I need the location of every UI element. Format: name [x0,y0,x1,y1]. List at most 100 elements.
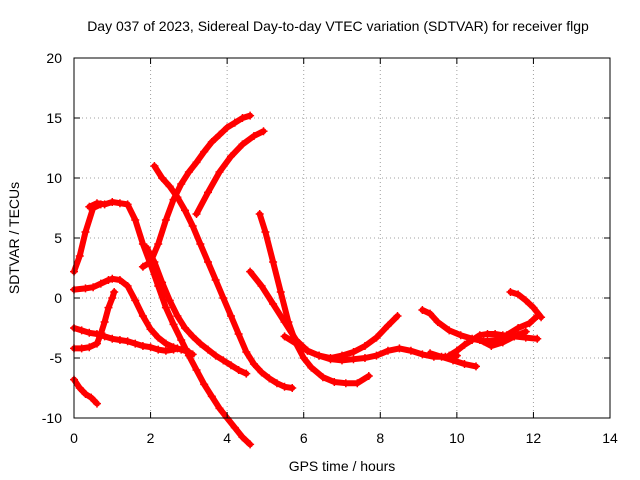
data-point [487,342,496,350]
series-track-7 [138,111,255,271]
data-point [161,339,170,348]
series-track-8 [150,162,297,392]
data-point [81,284,90,293]
data-point [234,366,243,374]
series-track-12 [246,267,402,362]
data-point [196,339,205,348]
data-point [288,384,297,392]
data-point [204,345,212,354]
data-point [215,168,224,176]
data-point [108,294,117,302]
data-point [299,354,308,362]
data-point [177,336,186,344]
data-point [100,318,109,326]
data-point [249,360,258,368]
data-point [92,399,101,408]
data-point [533,334,542,343]
data-point [131,339,140,348]
data-point [418,350,427,359]
x-tick-label: 4 [223,430,231,446]
data-point [280,318,289,326]
data-point [238,433,247,442]
data-point [269,300,278,308]
data-point [364,372,373,380]
data-point [483,330,492,338]
data-point [445,326,454,335]
data-point [158,278,167,287]
x-tick-label: 8 [376,430,384,446]
data-point [123,282,132,290]
data-point [514,290,523,299]
data-point [303,346,312,355]
data-point [383,321,392,330]
data-point [154,345,163,354]
x-tick-label: 10 [449,430,465,446]
data-point [158,174,167,182]
data-point [406,346,415,355]
series-track-5 [70,324,182,355]
data-point [173,312,182,320]
y-tick-label: 20 [46,50,62,66]
data-point [269,258,278,266]
data-point [77,344,86,353]
data-point [472,362,480,371]
data-point [165,182,174,191]
series-track-1 [70,375,101,408]
data-point [230,423,239,432]
data-point [475,336,484,344]
data-point [173,344,182,353]
data-point [89,283,98,292]
data-point [242,348,251,356]
data-point [131,216,140,224]
data-point [506,288,515,296]
data-point [249,132,258,140]
data-point [341,379,350,388]
data-point [123,200,132,209]
data-point [138,240,147,248]
data-point [204,258,212,266]
series-line [507,289,545,321]
y-tick-label: 10 [46,170,62,186]
data-point [169,345,178,354]
series-track-18 [506,288,546,322]
data-point [315,351,324,360]
data-point [349,348,358,356]
data-point [383,346,392,355]
x-tick-label: 12 [526,430,542,446]
data-point [426,349,435,358]
data-point [393,312,402,320]
data-point [154,240,163,248]
data-point [219,294,228,302]
data-point [491,330,500,338]
y-tick-labels: -10 -5 0 5 10 15 20 [42,50,62,426]
data-point [154,333,163,342]
data-point [498,331,507,340]
data-point [326,355,335,364]
data-point [238,140,247,149]
data-point [246,440,255,449]
data-series [70,111,546,449]
data-point [131,296,140,305]
data-point [108,334,117,343]
series-track-16 [426,349,480,371]
data-point [529,303,538,312]
data-point [215,130,224,139]
data-point [161,346,170,355]
data-point [85,343,94,352]
series-track-17 [475,327,530,350]
data-point [246,267,255,276]
data-point [510,332,519,341]
series-track-13 [280,332,461,365]
data-point [242,369,251,378]
data-point [437,352,446,361]
data-point [81,228,90,236]
series-track-9 [142,243,251,378]
y-tick-label: -10 [42,410,62,426]
data-point [188,332,197,341]
x-tick-label: 14 [602,430,618,446]
data-point [196,240,205,248]
data-point [181,206,190,215]
data-point [259,127,268,136]
data-point [230,118,239,127]
data-point [181,324,190,332]
